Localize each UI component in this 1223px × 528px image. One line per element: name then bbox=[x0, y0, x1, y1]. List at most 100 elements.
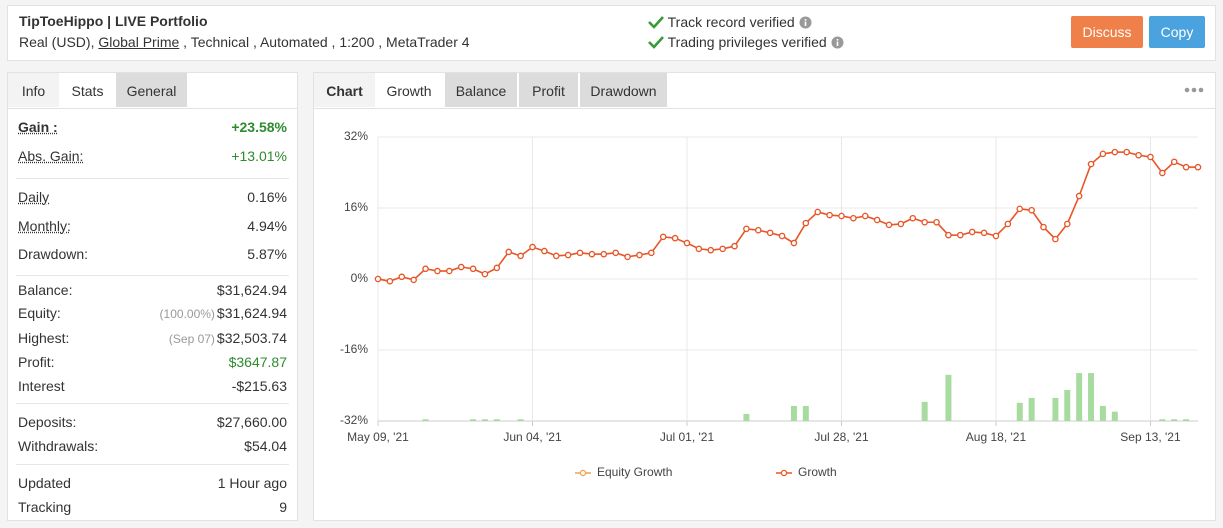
point bbox=[457, 263, 465, 271]
point bbox=[374, 275, 382, 283]
stats-group: Daily 0.16% Monthly: 4.94% Drawdown: 5.87% bbox=[16, 179, 289, 276]
stat-label: Interest bbox=[18, 377, 65, 394]
bar bbox=[1099, 405, 1106, 421]
more-menu[interactable] bbox=[1184, 86, 1204, 94]
bar bbox=[1016, 402, 1023, 421]
y-tick-label: -16% bbox=[340, 342, 368, 356]
stat-note: (100.00%) bbox=[159, 307, 215, 321]
broker-link[interactable]: Global Prime bbox=[98, 34, 180, 50]
stats-group: Deposits: $27,660.00 Withdrawals: $54.04 bbox=[16, 404, 289, 465]
point bbox=[469, 265, 477, 273]
verified-track: Track record verified bbox=[648, 14, 812, 30]
stat-value-wrap: (100.00%) $31,624.94 bbox=[160, 302, 287, 327]
bar bbox=[1064, 389, 1071, 421]
tab[interactable]: Info bbox=[8, 73, 59, 107]
point bbox=[576, 249, 584, 257]
stat-label: Daily bbox=[18, 189, 50, 205]
point bbox=[481, 270, 489, 278]
point bbox=[422, 265, 429, 273]
point bbox=[1111, 148, 1119, 156]
point bbox=[766, 229, 774, 237]
stat-label: Withdrawals: bbox=[18, 437, 99, 454]
bar bbox=[1052, 397, 1059, 421]
point bbox=[446, 267, 453, 275]
point bbox=[1087, 160, 1095, 168]
tab-active[interactable]: Stats bbox=[59, 73, 116, 107]
copy-button[interactable]: Copy bbox=[1149, 16, 1205, 48]
stat-label: Monthly: bbox=[18, 217, 71, 234]
tab-label: Chart bbox=[314, 73, 375, 107]
point bbox=[541, 247, 548, 255]
info-icon[interactable] bbox=[831, 36, 844, 49]
y-tick-label: 0% bbox=[351, 271, 369, 285]
stat-value: +23.58% bbox=[231, 119, 287, 135]
point bbox=[529, 243, 536, 251]
bar bbox=[1171, 419, 1178, 421]
y-tick-label: -32% bbox=[340, 413, 368, 427]
stat-value: 5.87% bbox=[247, 246, 287, 262]
x-tick-label: Aug 18, '21 bbox=[966, 430, 1027, 444]
x-tick-label: Jun 04, '21 bbox=[503, 430, 562, 444]
bar bbox=[470, 419, 477, 421]
point bbox=[1052, 235, 1059, 243]
tab[interactable]: Profit bbox=[519, 73, 578, 107]
point bbox=[695, 245, 703, 253]
point bbox=[802, 219, 810, 227]
tab[interactable]: Drawdown bbox=[580, 73, 667, 107]
stat-note: (Sep 07) bbox=[168, 331, 215, 346]
stat-value-wrap: +13.01% bbox=[231, 142, 287, 171]
info-icon[interactable] bbox=[799, 16, 812, 29]
account: Real (USD), bbox=[19, 34, 95, 50]
point bbox=[1040, 223, 1047, 231]
point bbox=[659, 233, 667, 241]
point bbox=[588, 250, 596, 258]
point bbox=[719, 245, 726, 253]
point bbox=[980, 229, 988, 237]
point bbox=[957, 231, 964, 239]
point bbox=[1147, 153, 1154, 161]
point bbox=[517, 252, 524, 260]
point bbox=[434, 267, 441, 275]
point bbox=[933, 218, 940, 226]
stats-row: Drawdown: 5.87% bbox=[16, 240, 289, 269]
stat-label: Abs. Gain: bbox=[18, 147, 84, 164]
point bbox=[778, 232, 786, 240]
bar bbox=[493, 419, 500, 421]
bar bbox=[945, 374, 952, 421]
verified-trading: Trading privileges verified bbox=[648, 34, 844, 50]
point bbox=[1028, 206, 1035, 214]
stats-row: Gain : +23.58% bbox=[16, 113, 289, 142]
check-icon bbox=[648, 16, 664, 29]
point bbox=[600, 250, 608, 258]
stat-value: +13.01% bbox=[231, 147, 287, 164]
stats-row: Equity: (100.00%) $31,624.94 bbox=[16, 302, 289, 327]
stats-row: Daily 0.16% bbox=[16, 183, 289, 212]
bar bbox=[1088, 373, 1095, 421]
bar bbox=[743, 413, 750, 421]
stats-group: Balance: $31,624.94 Equity: (100.00%) $31,62… bbox=[16, 276, 289, 404]
x-tick-label: May 09, '21 bbox=[347, 430, 409, 444]
stat-value-wrap: $54.04 bbox=[244, 435, 287, 459]
stats-row: Monthly: 4.94% bbox=[16, 212, 289, 241]
tab-active[interactable]: Growth bbox=[375, 73, 443, 107]
point bbox=[873, 216, 881, 224]
stats-row: Profit: $3647.87 bbox=[16, 351, 289, 375]
tab[interactable]: General bbox=[116, 73, 187, 107]
stat-label: Drawdown: bbox=[18, 246, 89, 262]
stat-value: $32,503.74 bbox=[216, 329, 287, 346]
bar bbox=[1183, 419, 1190, 421]
tab[interactable]: Balance bbox=[445, 73, 517, 107]
stat-value-wrap: 0.16% bbox=[247, 183, 287, 212]
bar bbox=[1111, 411, 1118, 421]
point bbox=[1099, 150, 1107, 158]
discuss-button[interactable]: Discuss bbox=[1071, 16, 1143, 48]
stat-value: -$215.63 bbox=[231, 377, 287, 394]
stats-row: Deposits: $27,660.00 bbox=[16, 411, 289, 435]
point bbox=[731, 242, 738, 250]
stat-value-wrap: $31,624.94 bbox=[217, 279, 287, 303]
stat-label: Updated bbox=[18, 475, 71, 491]
series-line bbox=[377, 151, 1198, 282]
chart-panel: Chart Growth Balance Profit Drawdown bbox=[313, 72, 1216, 521]
stat-value-wrap: $3647.87 bbox=[229, 351, 287, 375]
